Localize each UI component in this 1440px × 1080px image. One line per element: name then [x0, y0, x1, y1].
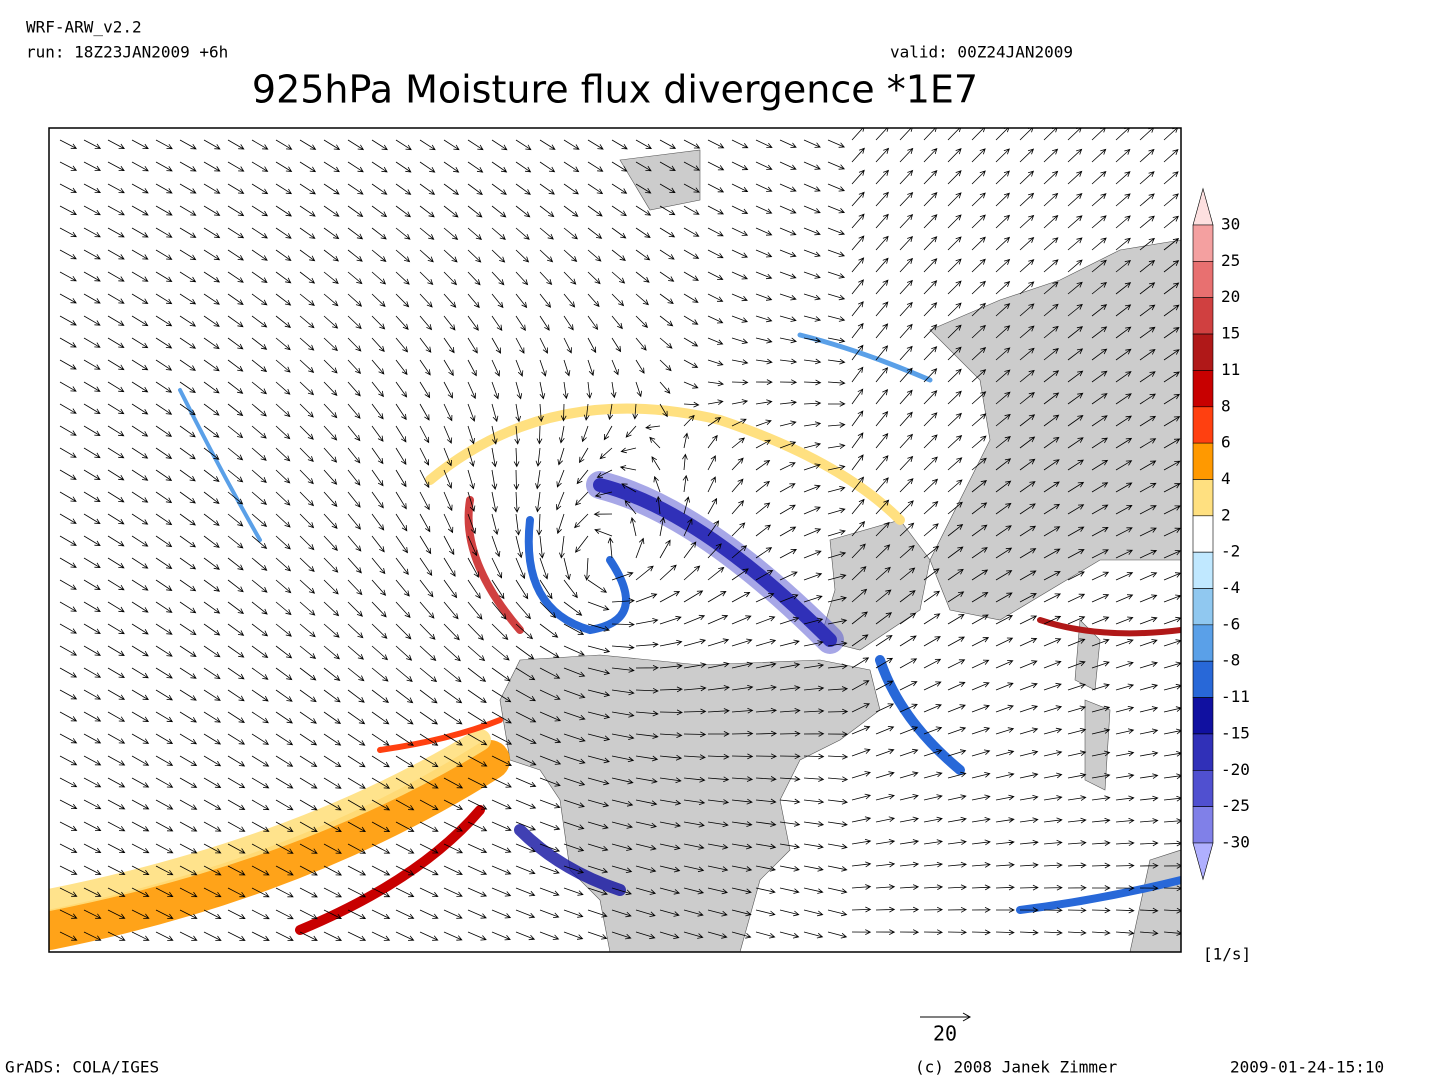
colorbar-label: 20 [1221, 287, 1240, 306]
colorbar-label: -20 [1221, 760, 1250, 779]
colorbar-swatch [1192, 733, 1214, 771]
colorbar-label: 8 [1221, 396, 1231, 415]
copyright-label: (c) 2008 Janek Zimmer [915, 1058, 1118, 1077]
colorbar-swatch [1192, 370, 1214, 408]
colorbar-swatch [1192, 224, 1214, 262]
colorbar-swatch [1192, 479, 1214, 517]
colorbar-label: 11 [1221, 360, 1240, 379]
map-title: 925hPa Moisture flux divergence *1E7 [252, 68, 978, 112]
colorbar-swatch [1192, 660, 1214, 698]
colorbar-label: -4 [1221, 578, 1240, 597]
map-area [49, 128, 1181, 952]
colorbar-swatch [1192, 588, 1214, 626]
colorbar-label: -2 [1221, 542, 1240, 561]
colorbar-label: -15 [1221, 723, 1250, 742]
colorbar-label: 2 [1221, 505, 1231, 524]
map-frame [48, 127, 1182, 953]
colorbar-label: 4 [1221, 469, 1231, 488]
colorbar-swatch [1192, 187, 1214, 226]
colorbar-swatch [1192, 806, 1214, 844]
colorbar-label: 30 [1221, 215, 1240, 234]
colorbar-label: -8 [1221, 651, 1240, 670]
colorbar-swatch [1192, 261, 1214, 299]
software-label: GrADS: COLA/IGES [5, 1058, 159, 1077]
colorbar-label: 25 [1221, 251, 1240, 270]
timestamp-label: 2009-01-24-15:10 [1230, 1058, 1384, 1077]
colorbar-swatch [1192, 697, 1214, 735]
divergence-field [49, 332, 1181, 950]
colorbar-label: 15 [1221, 324, 1240, 343]
colorbar-swatch [1192, 842, 1214, 881]
colorbar-label: -6 [1221, 614, 1240, 633]
colorbar-swatch [1192, 624, 1214, 662]
colorbar-label: 6 [1221, 433, 1231, 452]
colorbar-swatch [1192, 406, 1214, 444]
reference-vector-label: 20 [933, 1022, 957, 1046]
colorbar-label: -30 [1221, 833, 1250, 852]
colorbar-swatch [1192, 297, 1214, 335]
reference-arrow [920, 1012, 972, 1022]
colorbar-label: -25 [1221, 796, 1250, 815]
colorbar-unit: [1/s] [1203, 945, 1251, 964]
colorbar-swatch [1192, 442, 1214, 480]
wind-vectors [59, 128, 1181, 941]
run-label: run: 18Z23JAN2009 +6h [26, 43, 228, 62]
colorbar-swatch [1192, 515, 1214, 553]
colorbar-swatch [1192, 769, 1214, 807]
model-label: WRF-ARW_v2.2 [26, 18, 142, 37]
colorbar-label: -11 [1221, 687, 1250, 706]
colorbar-swatch [1192, 333, 1214, 371]
valid-label: valid: 00Z24JAN2009 [890, 43, 1073, 62]
colorbar-swatch [1192, 551, 1214, 589]
colorbar: 30 25 20 15 11 8 6 4 2 -2 -4 -6 -8 -11 -15 -20 -25 -30 [1192, 187, 1250, 881]
